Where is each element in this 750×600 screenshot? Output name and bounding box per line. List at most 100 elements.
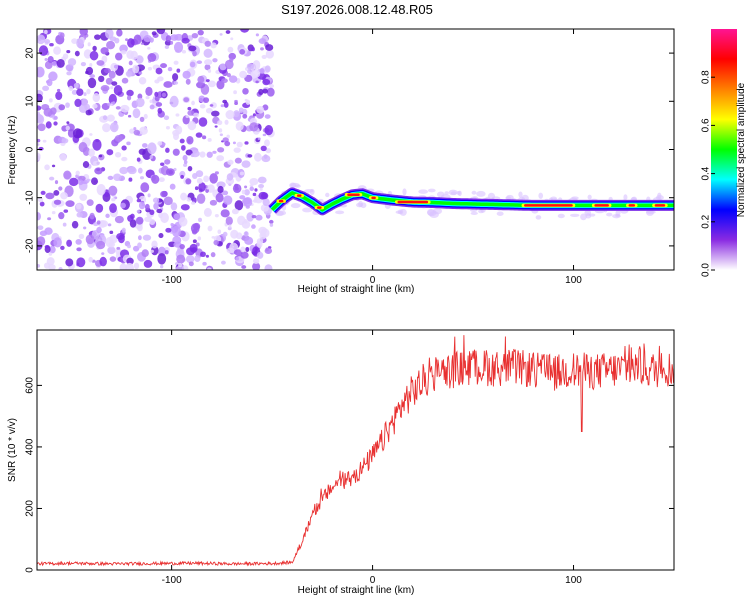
noise-blob [180,174,184,179]
noise-blob [183,160,188,165]
noise-blob [259,67,265,74]
noise-blob [181,144,186,151]
noise-blob [72,128,83,139]
noise-blob [87,77,97,89]
noise-blob [111,197,116,202]
noise-blob [71,38,78,44]
noise-blob [214,125,218,128]
noise-blob [65,64,74,72]
noise-blob [60,192,68,200]
noise-blob [150,245,159,256]
noise-blob [128,177,133,182]
y-tick-label: 600 [25,377,36,394]
noise-blob [133,129,141,136]
noise-blob [44,244,50,249]
noise-blob [260,47,264,51]
noise-blob [89,74,95,79]
noise-blob [221,78,228,84]
noise-blob [251,214,257,219]
noise-blob [156,29,166,35]
noise-blob [92,103,98,109]
noise-blob [258,226,268,235]
noise-blob [106,114,115,122]
noise-blob [65,125,70,131]
noise-blob [233,90,237,95]
ridge-halo [615,213,621,218]
noise-blob [212,150,217,154]
noise-blob [241,189,246,195]
noise-blob [252,262,261,270]
noise-blob [54,180,59,185]
noise-blob [210,252,216,258]
ridge-halo [557,213,565,219]
spectrogram-noise-region [37,29,275,270]
ridge-halo [457,190,462,197]
noise-blob [210,42,217,49]
ridge-halo [588,213,596,217]
noise-blob [149,154,153,159]
noise-blob [239,195,246,200]
noise-blob [234,101,238,106]
noise-blob [151,174,160,184]
noise-blob [105,77,113,85]
noise-blob [69,177,79,187]
noise-blob [241,160,251,168]
noise-blob [98,154,103,158]
noise-blob [121,227,126,233]
noise-blob [160,190,168,198]
noise-blob [264,114,271,119]
noise-blob [258,184,264,189]
noise-blob [75,170,80,176]
noise-blob [147,142,157,155]
noise-blob [132,64,140,74]
spectrogram-y-label: Frequency (Hz) [7,116,18,185]
noise-blob [230,37,234,41]
noise-blob [252,192,257,197]
y-tick-label: -20 [25,238,36,253]
noise-blob [188,45,197,52]
noise-blob [37,105,42,111]
noise-blob [147,193,151,198]
noise-blob [181,49,187,54]
noise-blob [109,36,117,42]
x-tick-label: 100 [565,275,582,286]
noise-blob [38,45,49,56]
noise-blob [256,251,264,259]
noise-blob [244,236,254,245]
noise-blob [99,256,107,267]
noise-blob [198,182,206,192]
noise-blob [165,35,172,43]
spectrogram-heatmap [37,29,674,270]
noise-blob [126,89,134,97]
ridge-halo [587,194,592,200]
noise-blob [225,109,235,120]
ridge-halo [356,202,363,208]
noise-blob [133,34,142,45]
noise-blob [110,86,114,90]
noise-blob [222,99,228,104]
noise-blob [137,235,142,241]
noise-blob [240,29,250,33]
noise-blob [203,207,212,217]
noise-blob [47,217,52,221]
ridge-halo [444,191,449,195]
spectrogram-x-axis: -100 0 100 [162,29,582,286]
noise-blob [265,49,274,59]
noise-blob [266,87,275,97]
noise-blob [164,45,170,50]
noise-blob [155,102,163,107]
noise-blob [143,259,153,268]
noise-blob [53,116,58,120]
x-tick-label: 0 [370,275,376,286]
noise-blob [193,222,201,231]
noise-blob [198,217,202,222]
noise-blob [207,225,213,232]
noise-blob [107,246,116,255]
noise-blob [239,171,245,176]
spectrogram-signal-ridge [268,182,674,221]
noise-blob [141,143,148,148]
noise-blob [42,139,47,143]
noise-blob [58,212,65,220]
